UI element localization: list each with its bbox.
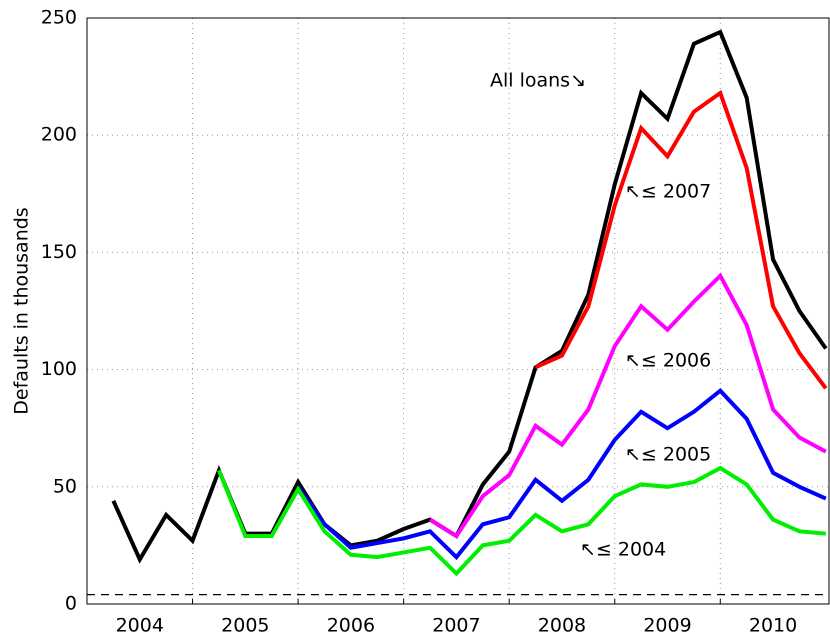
y-tick-label: 100 [41, 358, 77, 380]
y-axis-label: Defaults in thousands [11, 207, 33, 414]
annotation: ↖≤ 2007 [625, 181, 711, 203]
annotation: ↖≤ 2006 [625, 350, 711, 372]
series-line [296, 387, 827, 561]
annotation: All loans↘ [490, 70, 586, 92]
x-tick-label: 2005 [221, 615, 269, 637]
x-tick-label: 2006 [327, 615, 375, 637]
y-tick-label: 200 [41, 124, 77, 146]
y-tick-label: 0 [65, 593, 77, 615]
y-tick-label: 150 [41, 241, 77, 263]
annotation: ↖≤ 2004 [580, 539, 666, 561]
x-tick-label: 2007 [432, 615, 480, 637]
x-tick-label: 2010 [749, 615, 797, 637]
series-line [428, 272, 827, 539]
x-tick-label: 2008 [538, 615, 586, 637]
plot-frame [86, 17, 830, 605]
series-line [111, 29, 828, 564]
series-line [217, 465, 827, 577]
annotation: ↖≤ 2005 [625, 444, 711, 466]
series-line [534, 89, 828, 390]
y-tick-label: 50 [53, 475, 77, 497]
y-tick-label: 250 [41, 7, 77, 29]
x-tick-label: 2004 [116, 615, 164, 637]
x-tick-label: 2009 [643, 615, 691, 637]
